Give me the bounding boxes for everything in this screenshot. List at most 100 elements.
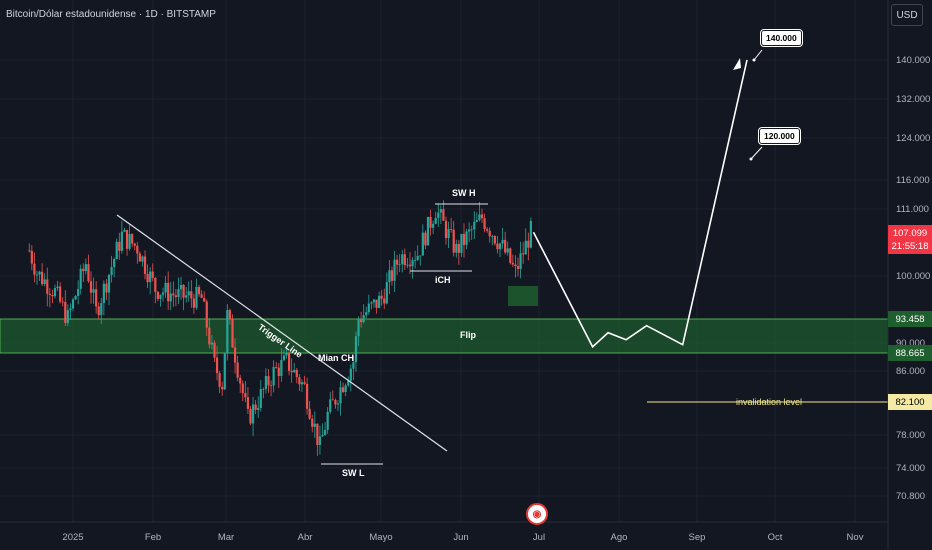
candle-body	[174, 295, 177, 298]
candle-body	[110, 266, 113, 275]
candle-body	[491, 236, 494, 237]
candle-body	[84, 264, 87, 272]
candle-body	[233, 347, 237, 363]
candle-body	[460, 233, 463, 253]
candle-body	[293, 369, 296, 373]
projection-path	[532, 59, 748, 349]
candle-body	[89, 281, 93, 293]
candle-body	[511, 262, 514, 265]
candle-body	[334, 400, 337, 405]
candle-body	[393, 259, 396, 281]
x-tick: Ago	[610, 532, 628, 543]
candle-body	[432, 223, 435, 228]
candle-body	[516, 266, 520, 269]
candle-body	[87, 264, 90, 282]
candle-body	[285, 352, 288, 356]
candle-body	[28, 250, 31, 252]
candle-body	[77, 288, 80, 297]
candle-body	[349, 368, 352, 381]
candle-body	[524, 240, 527, 255]
candle-body	[223, 353, 226, 390]
candle-body	[133, 243, 136, 246]
candle-body	[46, 279, 49, 294]
candle-body	[475, 219, 478, 222]
candle-body	[249, 408, 252, 424]
candle-body	[501, 239, 504, 244]
candle-body	[468, 229, 471, 232]
candle-body	[429, 216, 432, 228]
y-tick: 124.000	[896, 133, 931, 144]
candle-body	[244, 393, 247, 398]
candle-body	[228, 309, 232, 320]
candle-body	[462, 233, 466, 245]
candle-body	[177, 289, 180, 298]
candle-body	[529, 220, 532, 248]
candle-body	[311, 418, 314, 427]
currency-button[interactable]: USD	[891, 4, 923, 26]
candle-body	[390, 270, 394, 281]
candle-body	[105, 283, 108, 293]
flip-bottom-tag: 88.665	[888, 345, 932, 361]
candle-body	[254, 404, 257, 410]
projection-arrowhead	[733, 58, 741, 70]
candle-body	[97, 306, 100, 316]
candle-body	[246, 397, 250, 409]
candle-body	[123, 229, 126, 232]
candle-body	[411, 260, 414, 267]
candle-body	[470, 229, 473, 231]
invalidation-label: invalidation level	[736, 397, 803, 407]
candle-body	[208, 327, 211, 345]
candle-body	[514, 264, 517, 267]
candle-body	[38, 271, 41, 275]
candle-body	[504, 239, 507, 253]
candle-body	[275, 366, 278, 368]
candle-body	[53, 288, 57, 297]
candle-body	[316, 423, 319, 445]
candle-body	[272, 366, 275, 386]
candle-body	[362, 315, 365, 323]
candle-body	[408, 264, 412, 267]
candle-body	[257, 407, 260, 410]
last-price-tag: 107.099	[888, 225, 932, 241]
candle-body	[403, 254, 406, 266]
candle-body	[251, 404, 255, 424]
candle-body	[444, 220, 448, 239]
candle-body	[406, 264, 409, 266]
countdown-tag: 21:55:18	[888, 238, 932, 254]
y-tick: 74.000	[896, 463, 926, 474]
chart-title: Bitcoin/Dólar estadounidense · 1D · BITS…	[6, 9, 216, 20]
candle-body	[195, 286, 198, 308]
candle-body	[269, 385, 273, 387]
tradingview-logo-icon: ◉	[526, 503, 548, 525]
x-tick: Abr	[297, 532, 313, 543]
candle-body	[344, 385, 347, 392]
candle-body	[66, 310, 69, 323]
y-tick: 140.000	[896, 55, 931, 66]
candle-body	[141, 256, 144, 262]
x-tick: Jun	[453, 532, 469, 543]
candle-body	[308, 408, 311, 419]
flip-label: Flip	[460, 330, 476, 340]
candle-body	[218, 373, 221, 387]
candle-body	[434, 218, 437, 224]
candle-body	[455, 243, 458, 253]
candle-body	[421, 232, 424, 256]
candle-body	[120, 231, 123, 251]
x-tick: Oct	[767, 532, 783, 543]
candle-body	[447, 229, 450, 239]
candle-body	[352, 362, 355, 369]
candle-body	[82, 268, 85, 272]
candle-body	[347, 380, 350, 386]
y-tick: 78.000	[896, 430, 926, 441]
candle-body	[298, 377, 301, 385]
flip-top-tag: 93.458	[888, 311, 932, 327]
candle-body	[527, 240, 530, 248]
trigger-line	[116, 214, 448, 452]
candle-body	[138, 253, 141, 262]
candle-body	[61, 301, 64, 303]
y-tick: 86.000	[896, 366, 926, 377]
candle-body	[295, 369, 298, 378]
candle-body	[357, 319, 360, 337]
candle-body	[303, 382, 306, 384]
